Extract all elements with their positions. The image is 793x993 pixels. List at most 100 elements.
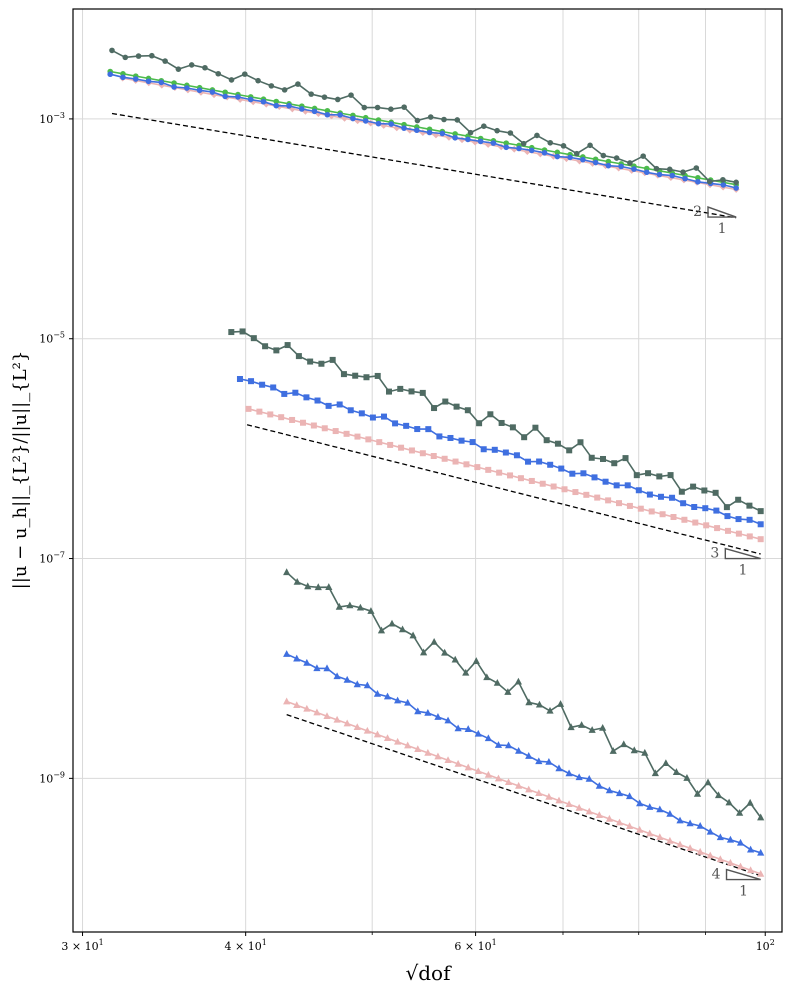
axis-ticks: 3 × 101 4 × 101 6 × 101 102 10−3 10−5 10−7 10−9 (39, 111, 775, 953)
data-point (365, 436, 372, 443)
data-point (736, 862, 745, 870)
data-point (122, 54, 129, 61)
data-point (546, 706, 554, 714)
data-point (256, 408, 263, 415)
reference-line (246, 424, 761, 555)
data-point (293, 654, 301, 662)
data-point (431, 405, 438, 412)
data-point (641, 748, 649, 756)
data-point (171, 80, 177, 86)
data-point (414, 117, 421, 124)
slope-triangle-shape (707, 206, 737, 218)
data-point (588, 454, 595, 461)
series-order-4-blue (283, 650, 765, 856)
data-point (547, 139, 554, 146)
data-point (313, 664, 321, 672)
data-point (414, 707, 422, 715)
data-point (419, 450, 426, 457)
data-point (716, 855, 724, 863)
data-point (585, 774, 593, 782)
data-point (680, 500, 687, 507)
data-point (640, 153, 646, 159)
data-point (656, 171, 663, 178)
data-point (408, 388, 415, 395)
series-order-4-dark (283, 568, 765, 821)
series-order-3-pink (245, 405, 764, 543)
data-point (374, 104, 381, 111)
data-point (487, 411, 494, 418)
data-point (451, 655, 459, 663)
data-point (716, 833, 724, 841)
data-point (394, 737, 402, 745)
data-point (651, 769, 659, 777)
data-point (255, 77, 261, 84)
data-point (483, 673, 491, 681)
data-point (592, 159, 599, 166)
data-point (630, 746, 638, 754)
series-order-2-dark (109, 47, 739, 186)
data-point (599, 455, 606, 462)
data-point (513, 452, 520, 459)
data-point (222, 93, 228, 100)
data-point (401, 125, 407, 131)
data-point (132, 76, 139, 82)
data-point (669, 172, 676, 179)
data-point (175, 66, 182, 72)
data-point (283, 697, 291, 705)
data-point (352, 372, 359, 379)
data-point (373, 689, 382, 697)
data-point (539, 480, 546, 487)
data-series (107, 47, 765, 877)
data-point (373, 730, 382, 738)
data-point (496, 469, 503, 476)
y-tick-label: 10−5 (39, 331, 65, 346)
reference-lines (111, 112, 761, 877)
data-point (746, 502, 753, 509)
data-point (318, 360, 325, 367)
data-point (706, 178, 713, 185)
data-point (615, 164, 623, 172)
data-point (477, 138, 484, 145)
data-point (430, 453, 437, 460)
data-point (430, 637, 438, 645)
data-point (491, 446, 498, 453)
data-point (107, 71, 113, 78)
data-point (572, 489, 579, 496)
data-point (611, 460, 618, 467)
data-point (547, 461, 554, 468)
data-point (554, 153, 561, 160)
data-point (620, 740, 628, 748)
data-point (662, 759, 670, 767)
data-point (507, 472, 514, 479)
data-point (485, 466, 492, 473)
data-point (726, 835, 735, 843)
data-point (334, 96, 341, 103)
data-point (314, 583, 322, 591)
data-point (323, 712, 331, 720)
data-point (369, 414, 376, 421)
data-point (706, 827, 714, 835)
data-point (356, 603, 365, 611)
data-point (566, 447, 573, 454)
data-point (534, 132, 540, 139)
data-point (248, 378, 255, 385)
data-point (427, 114, 434, 120)
data-point (235, 94, 241, 100)
data-point (509, 424, 516, 431)
data-point (713, 507, 720, 514)
data-point (602, 478, 609, 485)
data-point (695, 178, 701, 185)
data-point (162, 58, 168, 64)
data-point (532, 424, 539, 431)
data-point (545, 792, 553, 800)
data-point (363, 374, 370, 381)
data-point (480, 446, 487, 453)
data-point (595, 811, 603, 819)
data-point (283, 650, 291, 657)
x-tick-label: 6 × 101 (454, 938, 496, 953)
data-point (363, 726, 371, 734)
data-point (464, 725, 472, 732)
data-point (605, 814, 614, 822)
data-point (348, 92, 354, 98)
